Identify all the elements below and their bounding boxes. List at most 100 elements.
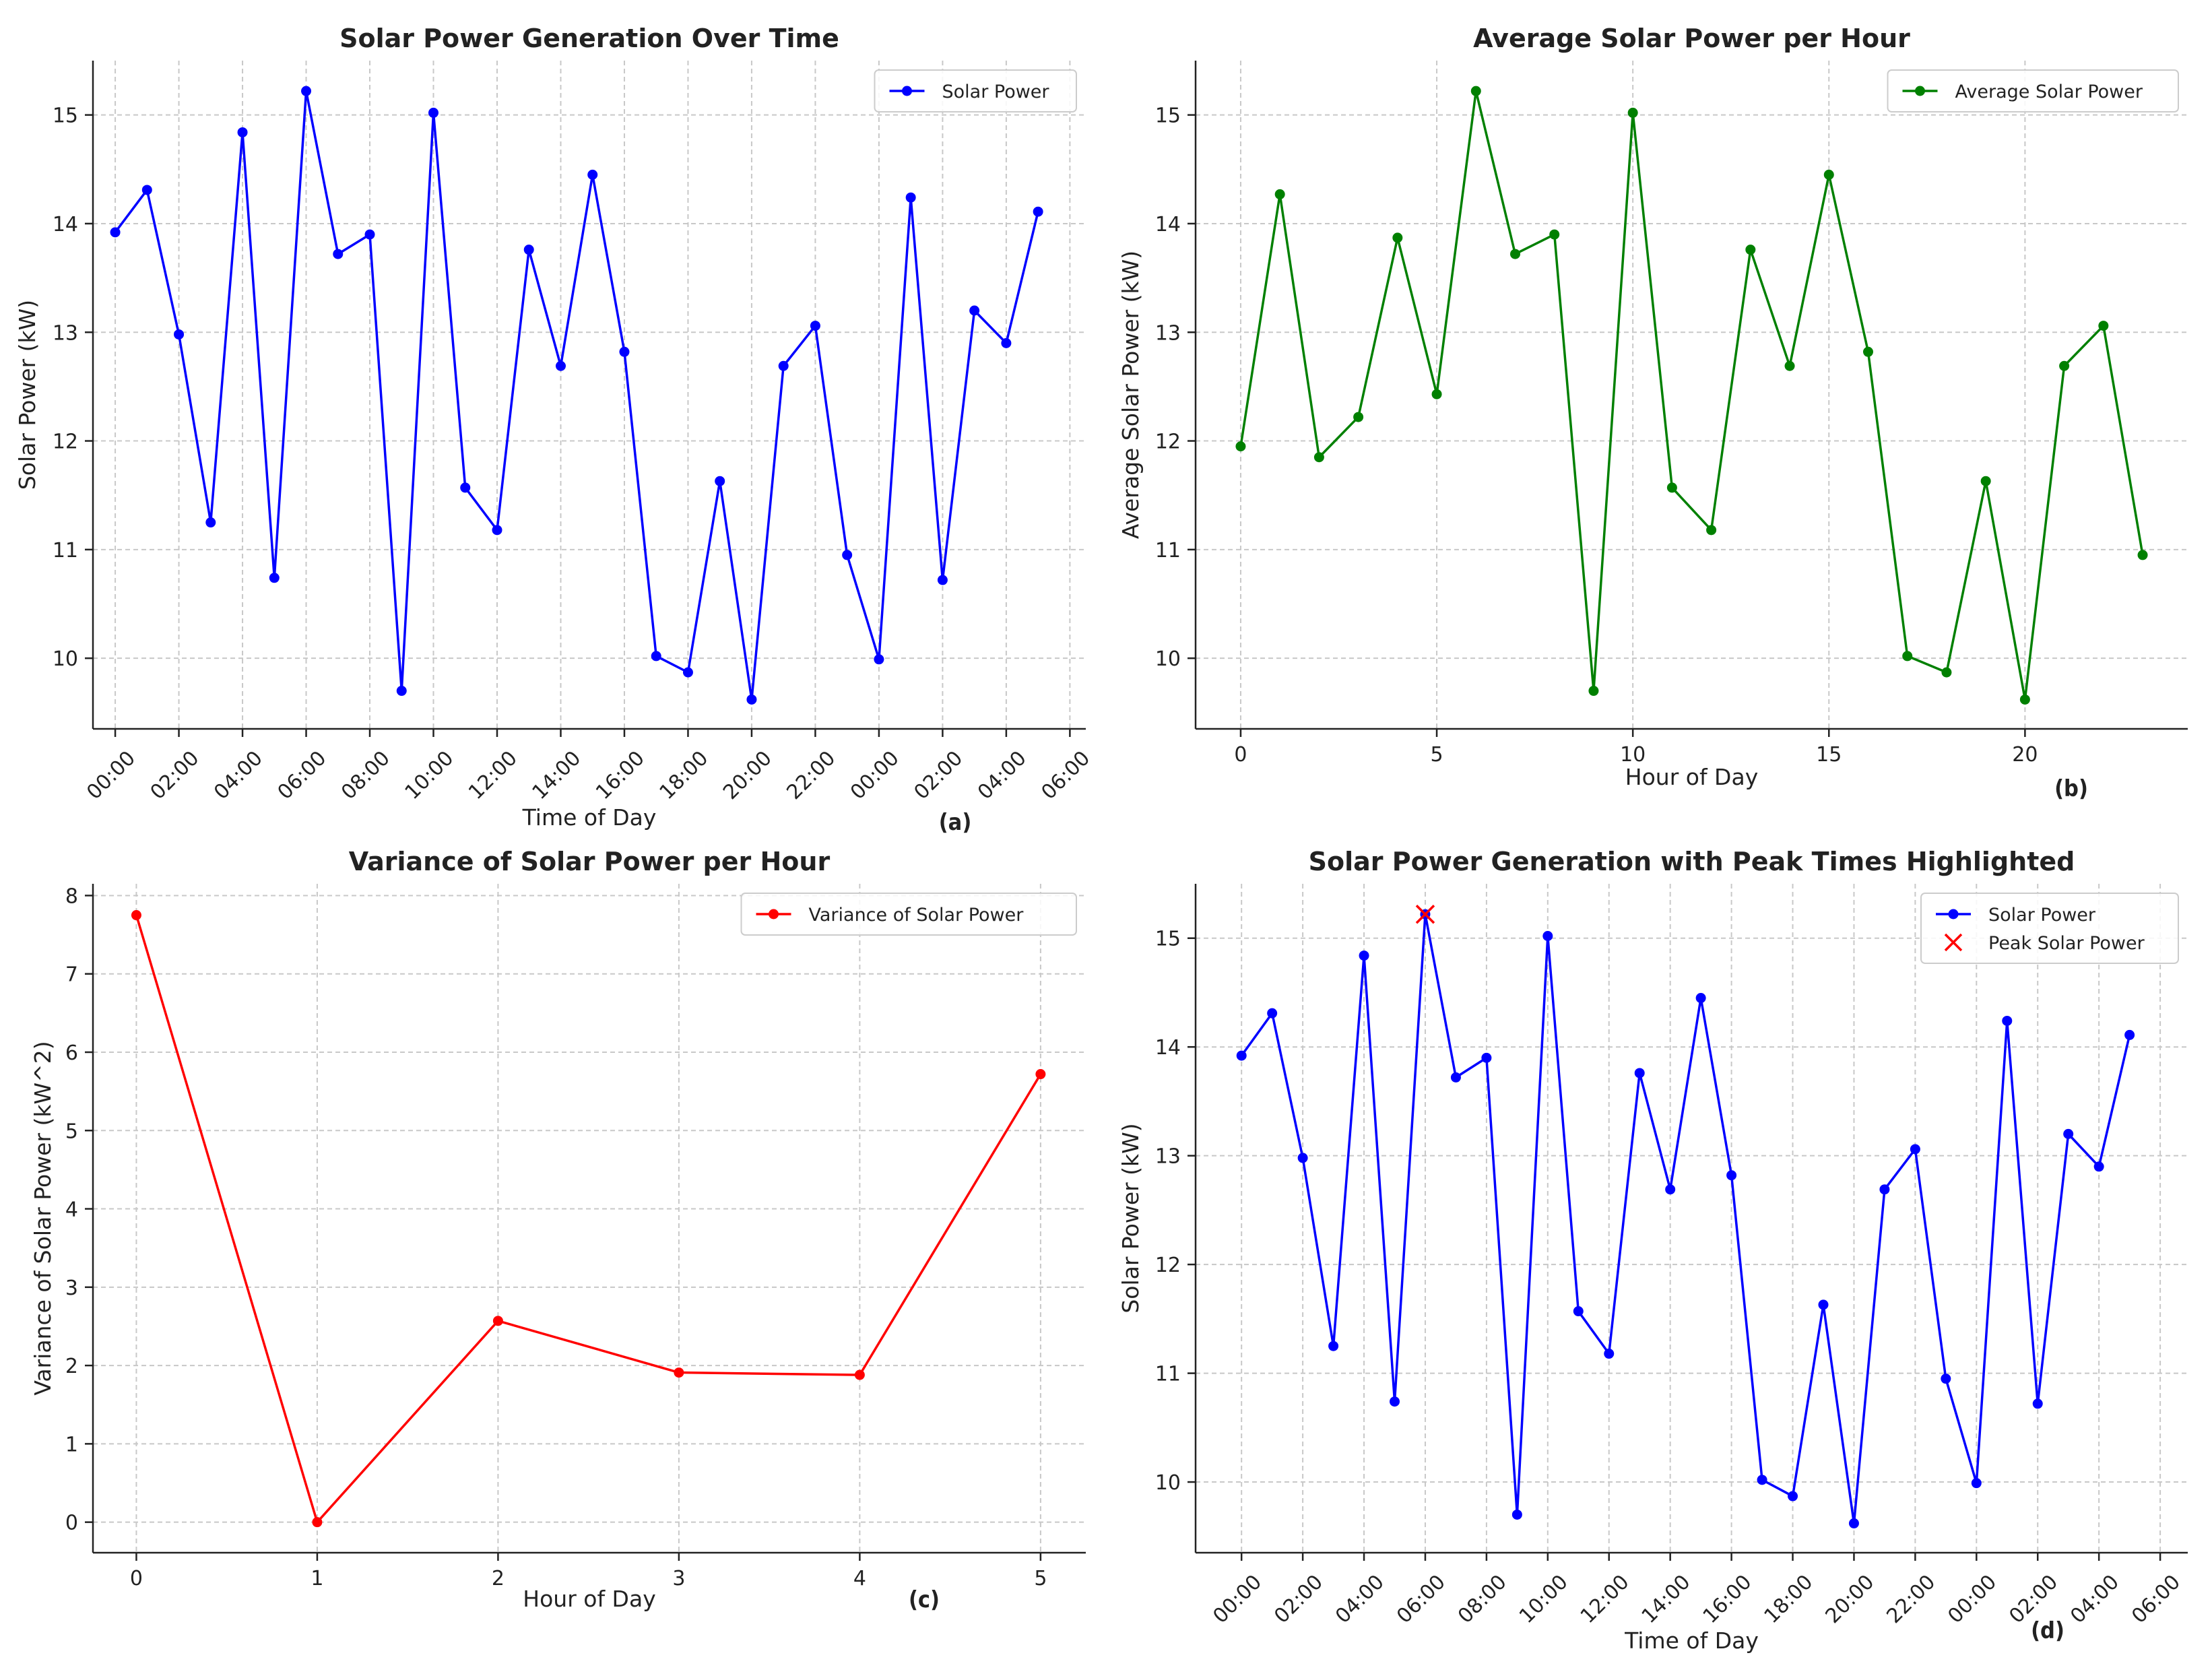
data-point <box>428 107 439 118</box>
x-tick-label: 2 <box>492 1567 505 1590</box>
y-tick-label: 10 <box>53 647 78 671</box>
panel-label: (c) <box>909 1586 940 1613</box>
series-line <box>135 915 1042 1524</box>
data-point <box>2032 1398 2043 1409</box>
data-point <box>1627 107 1638 118</box>
x-tick-label: 16:00 <box>591 746 649 804</box>
series-solar-power <box>110 86 1043 705</box>
x-tick-label: 02:00 <box>909 746 967 804</box>
y-tick-label: 11 <box>1155 1363 1181 1386</box>
data-point <box>333 249 344 259</box>
y-tick-label: 14 <box>53 213 78 236</box>
legend: Variance of Solar Power <box>740 893 1077 936</box>
data-point <box>1665 1184 1676 1195</box>
data-point <box>269 573 280 583</box>
legend-box <box>1920 893 2179 964</box>
x-axis-label: Hour of Day <box>523 1586 655 1612</box>
x-tick-label: 00:00 <box>1208 1570 1266 1628</box>
data-point <box>1784 360 1795 371</box>
x-tick-label: 20:00 <box>719 746 777 804</box>
data-point <box>746 694 757 705</box>
data-point <box>937 575 948 585</box>
data-point <box>1033 206 1043 217</box>
data-point <box>1818 1299 1829 1310</box>
chart-panel-d: 00:00 02:00 04:00 06:00 08:00 10:00 12:00 14:00… <box>1117 847 2188 1654</box>
peak-marker <box>1415 904 1435 924</box>
y-tick-label: 10 <box>1155 647 1181 671</box>
legend: Average Solar Power <box>1887 69 2179 112</box>
data-point <box>1726 1170 1737 1181</box>
x-tick-label: 10:00 <box>401 746 459 804</box>
legend-marker-swatch <box>1948 909 1959 919</box>
data-point <box>1604 1349 1615 1359</box>
data-point <box>1666 482 1677 493</box>
data-point <box>2059 360 2070 371</box>
y-tick-label: 10 <box>1155 1471 1181 1495</box>
legend-box <box>1887 69 2179 112</box>
x-tick-label: 10 <box>1620 743 1646 767</box>
chart-panel-b: 0 5 10 15 20 10 11 12 13 14 15 Average Solar Power … <box>1117 24 2188 802</box>
series-variance-of-solar-power <box>131 910 1046 1528</box>
data-point <box>1980 476 1991 486</box>
y-axis-label: Solar Power (kW) <box>14 300 40 490</box>
data-point <box>1848 1518 1859 1528</box>
legend-label: Peak Solar Power <box>1988 933 2145 954</box>
data-point <box>460 482 471 493</box>
panel-label: (a) <box>939 809 972 836</box>
y-tick-label: 7 <box>65 963 78 987</box>
y-tick-label: 14 <box>1155 1036 1181 1060</box>
legend-marker-swatch <box>902 86 912 96</box>
y-tick-label: 6 <box>65 1041 78 1065</box>
y-tick-label: 15 <box>1155 104 1181 128</box>
x-tick-label: 5 <box>1034 1567 1047 1590</box>
data-point <box>1267 1008 1278 1019</box>
data-point <box>1757 1475 1767 1485</box>
data-point <box>1902 651 1913 661</box>
data-point <box>301 86 312 96</box>
x-tick-label: 14:00 <box>1637 1570 1695 1628</box>
x-tick-label: 00:00 <box>1943 1570 2001 1628</box>
data-point <box>492 525 502 536</box>
x-tick-label: 4 <box>853 1567 866 1590</box>
x-tick-label: 14:00 <box>528 746 586 804</box>
x-tick-label: 04:00 <box>973 746 1031 804</box>
data-point <box>131 910 141 921</box>
x-tick-label: 02:00 <box>146 746 204 804</box>
x-tick-label: 06:00 <box>2127 1570 2185 1628</box>
y-axis-label: Average Solar Power (kW) <box>1117 251 1144 539</box>
data-point <box>1910 1144 1920 1155</box>
legend-label: Solar Power <box>942 82 1050 102</box>
data-point <box>2019 694 2030 705</box>
y-tick-label: 11 <box>1155 539 1181 562</box>
legend: Solar Power <box>874 69 1077 112</box>
data-point <box>842 550 853 560</box>
series-line <box>1240 913 2131 1525</box>
data-point <box>523 245 534 255</box>
data-point <box>312 1517 323 1528</box>
x-tick-label: 5 <box>1431 743 1443 767</box>
data-point <box>1573 1306 1584 1317</box>
data-point <box>1297 1153 1308 1163</box>
data-point <box>1470 86 1481 96</box>
data-point <box>619 346 630 357</box>
x-tick-label: 04:00 <box>2066 1570 2124 1628</box>
legend-label: Average Solar Power <box>1955 82 2143 102</box>
x-tick-label: 12:00 <box>464 746 522 804</box>
data-point <box>1235 441 1246 452</box>
legend-label: Solar Power <box>1988 905 2096 926</box>
y-tick-label: 8 <box>65 884 78 908</box>
series-line <box>114 90 1039 701</box>
legend: Solar Power Peak Solar Power <box>1920 893 2179 964</box>
y-tick-label: 3 <box>65 1277 78 1300</box>
data-point <box>1941 667 1952 678</box>
data-point <box>1274 189 1285 199</box>
data-point <box>1745 245 1756 255</box>
y-tick-label: 15 <box>53 104 78 128</box>
y-tick-label: 14 <box>1155 213 1181 236</box>
chart-title: Average Solar Power per Hour <box>1473 24 1910 53</box>
data-point <box>396 686 407 697</box>
x-tick-label: 18:00 <box>655 746 713 804</box>
chart-panel-a: 00:00 02:00 04:00 06:00 08:00 10:00 12:00 14:00… <box>14 24 1095 836</box>
data-point <box>1511 1509 1522 1520</box>
